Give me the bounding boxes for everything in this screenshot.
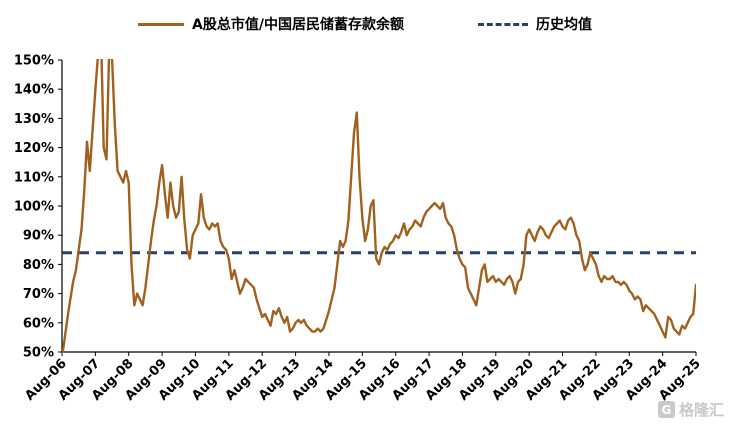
svg-text:100%: 100% [14, 200, 54, 215]
legend-average-label: 历史均值 [535, 17, 592, 33]
svg-text:140%: 140% [14, 83, 54, 98]
watermark-text: 格隆汇 [678, 401, 724, 419]
legend-item-series: A股总市值/中国居民储蓄存款余额 [138, 14, 404, 34]
svg-text:60%: 60% [23, 316, 54, 331]
legend-series-label: A股总市值/中国居民储蓄存款余额 [192, 17, 404, 33]
svg-text:150%: 150% [14, 54, 54, 69]
watermark: G 格隆汇 [657, 399, 724, 420]
legend-dashed-line-sample [477, 22, 528, 26]
svg-text:80%: 80% [23, 258, 54, 273]
legend-solid-line-sample [138, 22, 185, 26]
svg-text:70%: 70% [23, 287, 54, 302]
gelonghui-logo-icon: G [657, 401, 675, 418]
svg-text:130%: 130% [14, 112, 54, 127]
svg-text:50%: 50% [23, 346, 54, 361]
chart-legend: A股总市值/中国居民储蓄存款余额 历史均值 [0, 14, 730, 34]
svg-text:110%: 110% [14, 170, 54, 185]
legend-item-average: 历史均值 [477, 14, 592, 34]
svg-text:120%: 120% [14, 141, 54, 156]
svg-text:90%: 90% [23, 229, 54, 244]
